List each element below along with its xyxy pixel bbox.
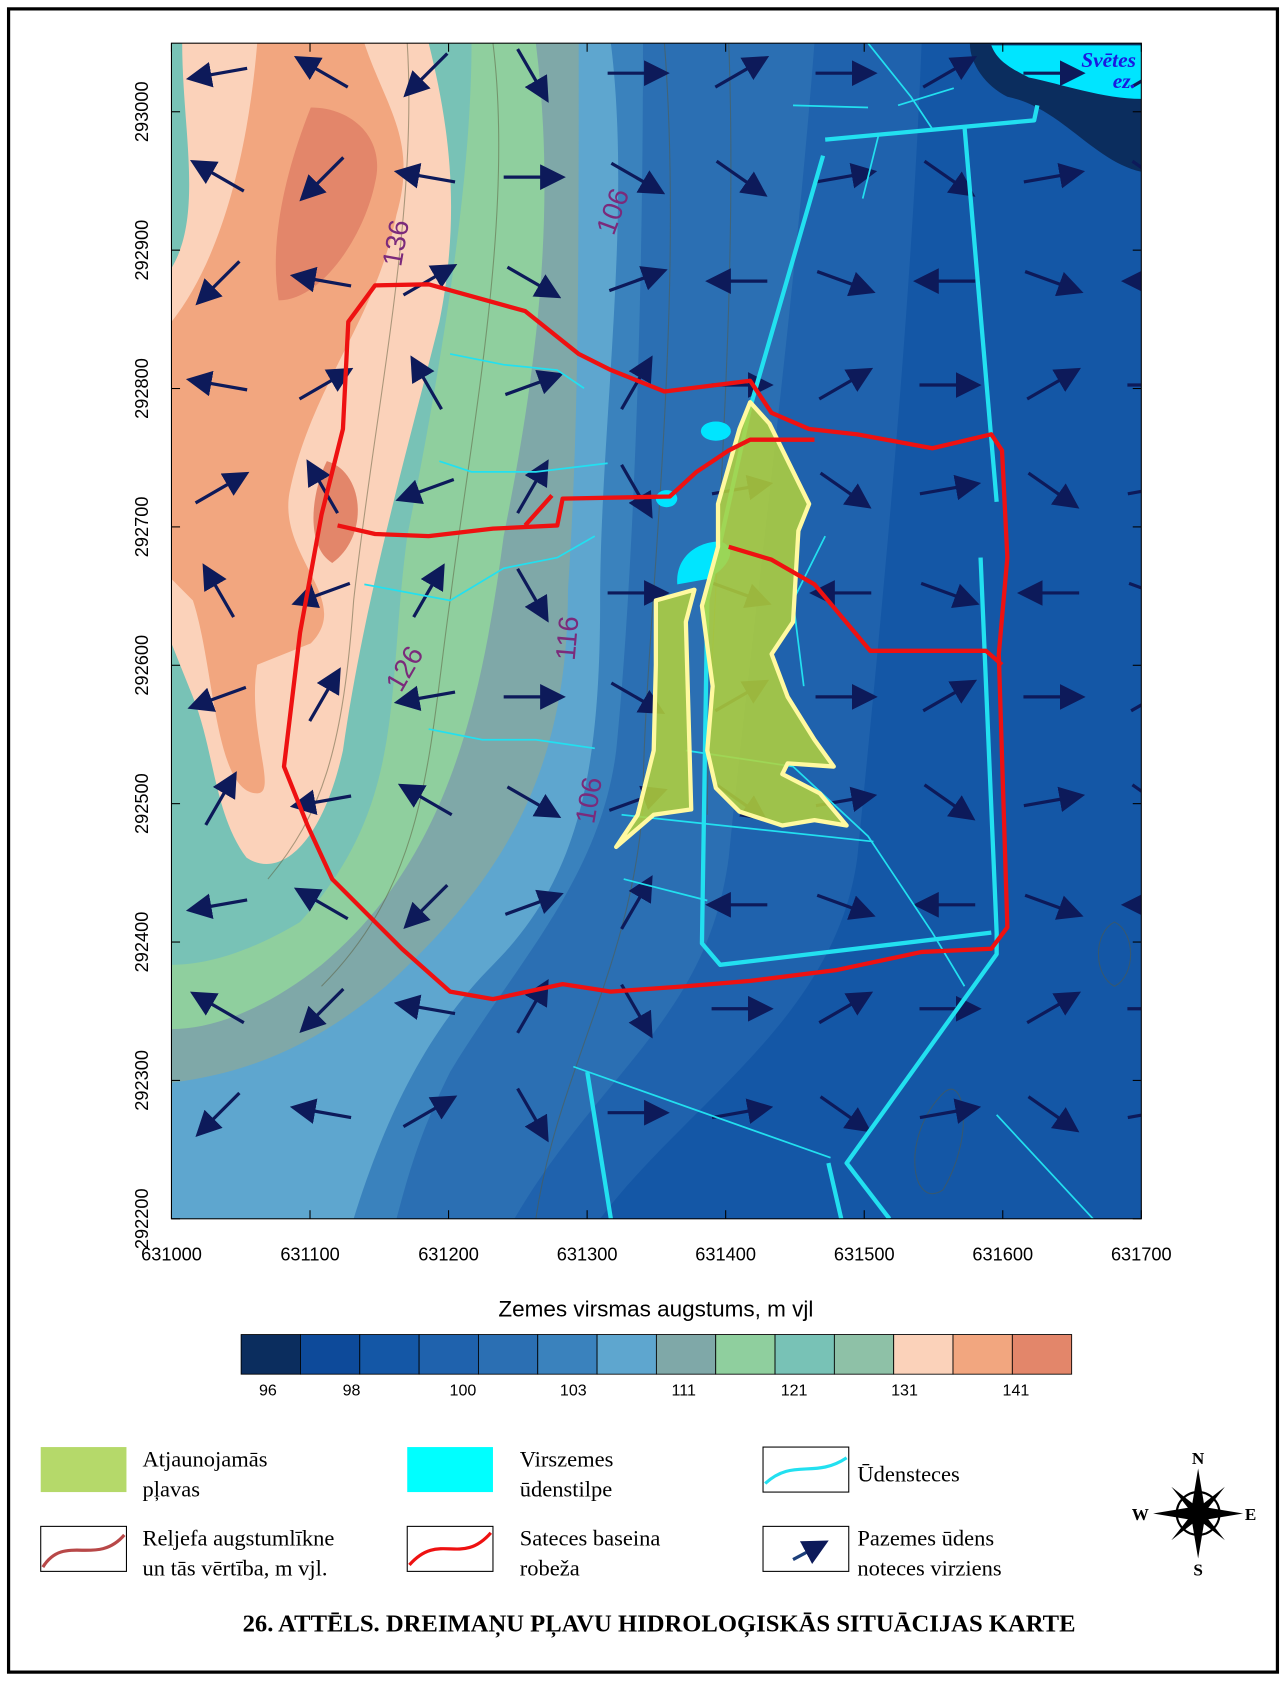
colorbar-cell (953, 1335, 1012, 1375)
page-body: {"map": { "x_ticks": [631000, 631100, 63… (0, 0, 1286, 1681)
legend-label: Ūdensteces (857, 1461, 959, 1486)
compass-letter: W (1132, 1505, 1149, 1524)
y-tick-label: 292200 (132, 1188, 152, 1249)
map-body: 136 106 126 116 106 Svētes ez. (171, 43, 1183, 1219)
colorbar-label: 96 (259, 1382, 277, 1400)
legend-label: Sateces baseina (520, 1526, 661, 1551)
compass-letter: E (1245, 1505, 1256, 1524)
colorbar-cell (775, 1335, 834, 1375)
x-tick-label: 631400 (695, 1245, 756, 1265)
colorbar-cell (894, 1335, 953, 1375)
compass-letter: N (1192, 1449, 1205, 1468)
y-tick-label: 293000 (132, 81, 152, 142)
lake-label-line: ez. (1113, 69, 1136, 93)
y-tick-label: 292700 (132, 497, 152, 558)
legend-label: Virszemes (520, 1446, 614, 1471)
colorbar-cell (834, 1335, 893, 1375)
colorbar-cell (716, 1335, 775, 1375)
legend-label: robeža (520, 1556, 580, 1581)
legend-label: Atjaunojamās (143, 1446, 268, 1471)
x-tick-label: 631100 (280, 1245, 339, 1265)
colorbar-label: 131 (891, 1382, 918, 1400)
caption: 26. ATTĒLS. DREIMAŅU PĻAVU HIDROLOĢISKĀS… (243, 1610, 1076, 1638)
colorbar-cell (1012, 1335, 1071, 1375)
x-tick-label: 631700 (1111, 1245, 1172, 1265)
y-tick-label: 292400 (132, 912, 152, 973)
lake-label-line: Svētes (1081, 48, 1136, 72)
colorbar-label: 103 (560, 1382, 587, 1400)
y-tick-label: 292600 (132, 635, 152, 696)
page: html, body { margin: 0; padding: 0; back… (0, 0, 1286, 1681)
colorbar-label: 100 (450, 1382, 477, 1400)
contour-label: 116 (550, 615, 585, 662)
colorbar-cell (241, 1335, 300, 1375)
colorbar-cell (538, 1335, 597, 1375)
legend-swatch (41, 1447, 127, 1492)
compass-letter: S (1193, 1561, 1203, 1580)
legend-label: noteces virziens (857, 1556, 1001, 1581)
colorbar-cell (419, 1335, 478, 1375)
legend-swatch (407, 1447, 493, 1492)
x-tick-label: 631200 (418, 1245, 479, 1265)
colorbar-label: 111 (672, 1382, 696, 1400)
map-figure: 136 106 126 116 106 Svētes ez. 631000631… (0, 0, 1286, 1681)
colorbar-cell (300, 1335, 359, 1375)
y-tick-label: 292300 (132, 1050, 152, 1111)
legend-label: pļavas (143, 1476, 200, 1502)
y-tick-label: 292500 (132, 773, 152, 834)
colorbar-cell (656, 1335, 715, 1375)
legend-label: Pazemes ūdens (857, 1526, 994, 1551)
legend-label: Reljefa augstumlīkne (143, 1526, 335, 1551)
legend-swatch (763, 1526, 849, 1571)
y-tick-label: 292900 (132, 220, 152, 281)
colorbar-label: 141 (1003, 1382, 1030, 1400)
colorbar-cell (597, 1335, 656, 1375)
colorbar-label: 121 (781, 1382, 808, 1400)
x-tick-label: 631600 (972, 1245, 1033, 1265)
legend-label: un tās vērtība, m vjl. (143, 1556, 328, 1581)
y-tick-label: 292800 (132, 358, 152, 419)
colorbar-cell (360, 1335, 419, 1375)
colorbar-cell (478, 1335, 537, 1375)
colorbar-label: 98 (343, 1382, 361, 1400)
x-tick-label: 631300 (557, 1245, 618, 1265)
colorbar-title: Zemes virsmas augstums, m vjl (498, 1296, 813, 1321)
legend-label: ūdenstilpe (520, 1476, 612, 1501)
x-tick-label: 631500 (834, 1245, 895, 1265)
